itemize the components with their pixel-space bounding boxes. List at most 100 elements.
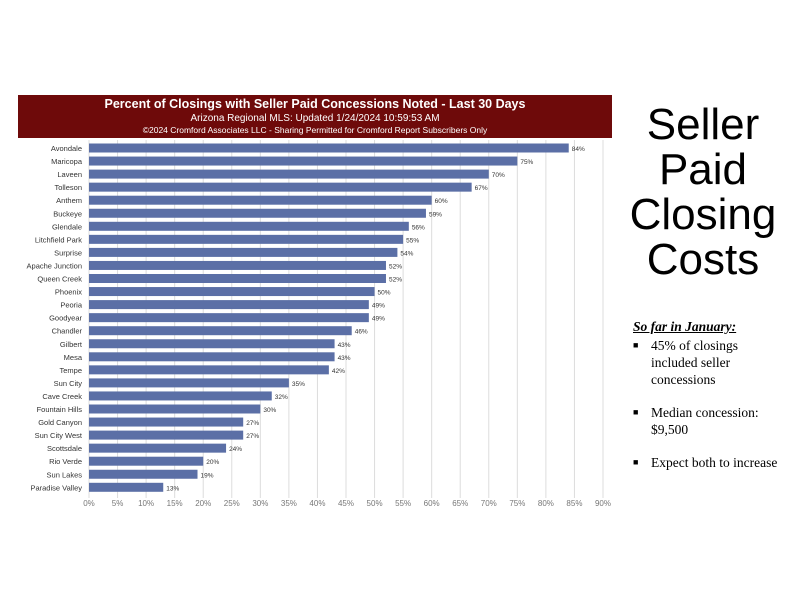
note-text: 45% of closings included seller concessi… bbox=[651, 338, 738, 387]
bar bbox=[89, 469, 198, 479]
category-label: Litchfield Park bbox=[35, 235, 82, 244]
value-label: 52% bbox=[389, 263, 402, 270]
category-label: Anthem bbox=[56, 196, 82, 205]
x-tick-label: 5% bbox=[112, 499, 124, 508]
value-label: 49% bbox=[372, 303, 385, 310]
square-bullet-icon: ■ bbox=[633, 457, 639, 467]
x-tick-label: 75% bbox=[509, 499, 525, 508]
value-label: 49% bbox=[372, 316, 385, 323]
value-label: 19% bbox=[201, 472, 214, 479]
value-label: 75% bbox=[520, 159, 533, 166]
bar bbox=[89, 365, 329, 375]
value-label: 84% bbox=[572, 146, 585, 153]
bar bbox=[89, 208, 426, 218]
category-label: Mesa bbox=[64, 353, 83, 362]
value-label: 56% bbox=[412, 224, 425, 231]
category-label: Tempe bbox=[59, 366, 82, 375]
bar bbox=[89, 378, 289, 388]
category-label: Avondale bbox=[51, 144, 82, 153]
value-label: 27% bbox=[246, 420, 259, 427]
bar bbox=[89, 456, 204, 466]
note-text: Median concession: $9,500 bbox=[651, 405, 759, 437]
value-label: 59% bbox=[429, 211, 442, 218]
category-label: Glendale bbox=[52, 222, 82, 231]
bar bbox=[89, 274, 386, 283]
bar bbox=[89, 247, 398, 257]
value-label: 32% bbox=[275, 394, 288, 401]
bar bbox=[89, 287, 375, 297]
x-tick-label: 55% bbox=[395, 499, 411, 508]
value-label: 30% bbox=[263, 407, 276, 414]
x-tick-label: 80% bbox=[538, 499, 554, 508]
value-label: 20% bbox=[206, 459, 219, 466]
x-tick-label: 10% bbox=[138, 499, 154, 508]
category-label: Sun City West bbox=[35, 431, 83, 440]
chart-credit: ©2024 Cromford Associates LLC - Sharing … bbox=[142, 125, 488, 135]
bar bbox=[89, 404, 261, 414]
square-bullet-icon: ■ bbox=[633, 407, 639, 417]
x-tick-label: 90% bbox=[595, 499, 611, 508]
category-label: Laveen bbox=[57, 170, 82, 179]
category-label: Surprise bbox=[54, 248, 82, 257]
slide-heading: Seller Paid Closing Costs bbox=[618, 102, 788, 282]
x-tick-label: 85% bbox=[566, 499, 582, 508]
value-label: 67% bbox=[475, 185, 488, 192]
value-label: 54% bbox=[400, 250, 413, 257]
category-label: Gilbert bbox=[60, 340, 83, 349]
heading-line: Paid bbox=[658, 145, 748, 194]
category-label: Tolleson bbox=[54, 183, 82, 192]
square-bullet-icon: ■ bbox=[633, 340, 639, 350]
x-tick-label: 35% bbox=[281, 499, 297, 508]
bar bbox=[89, 339, 335, 349]
value-label: 60% bbox=[435, 198, 448, 205]
side-notes: So far in January: ■ 45% of closings inc… bbox=[633, 318, 783, 487]
category-label: Cave Creek bbox=[42, 392, 82, 401]
value-label: 43% bbox=[338, 355, 351, 362]
bar bbox=[89, 482, 164, 492]
chart-title: Percent of Closings with Seller Paid Con… bbox=[104, 97, 526, 111]
category-label: Phoenix bbox=[55, 288, 82, 297]
bar bbox=[89, 430, 244, 440]
bar bbox=[89, 300, 369, 310]
value-label: 13% bbox=[166, 485, 179, 492]
value-label: 55% bbox=[406, 237, 419, 244]
bar bbox=[89, 313, 369, 323]
category-label: Buckeye bbox=[53, 209, 82, 218]
category-label: Chandler bbox=[52, 327, 83, 336]
heading-line: Costs bbox=[646, 235, 760, 284]
category-label: Gold Canyon bbox=[38, 418, 82, 427]
x-tick-label: 0% bbox=[83, 499, 95, 508]
chart-header: Percent of Closings with Seller Paid Con… bbox=[18, 95, 612, 138]
x-tick-label: 45% bbox=[338, 499, 354, 508]
bar bbox=[89, 169, 489, 179]
category-label: Apache Junction bbox=[27, 261, 82, 270]
category-label: Scottsdale bbox=[47, 444, 82, 453]
bar bbox=[89, 391, 272, 401]
x-tick-label: 20% bbox=[195, 499, 211, 508]
bar bbox=[89, 221, 409, 231]
note-item: ■ 45% of closings included seller conces… bbox=[633, 337, 783, 388]
value-label: 27% bbox=[246, 433, 259, 440]
bar-chart: 0% 5% 10% 15% 20% 25% 30% 35% 40% 45% 50% 55% 60% 65%… bbox=[27, 140, 611, 508]
category-label: Sun City bbox=[54, 379, 83, 388]
value-label: 42% bbox=[332, 368, 345, 375]
x-tick-label: 60% bbox=[424, 499, 440, 508]
category-label: Fountain Hills bbox=[37, 405, 83, 414]
x-tick-label: 25% bbox=[224, 499, 240, 508]
bar bbox=[89, 156, 518, 166]
chart-subtitle: Arizona Regional MLS: Updated 1/24/2024 … bbox=[190, 113, 440, 124]
heading-line: Closing bbox=[629, 190, 777, 239]
bar bbox=[89, 417, 244, 427]
bar bbox=[89, 326, 352, 336]
category-label: Sun Lakes bbox=[47, 470, 83, 479]
category-label: Peoria bbox=[60, 301, 83, 310]
value-label: 46% bbox=[355, 329, 368, 336]
value-label: 24% bbox=[229, 446, 242, 453]
bar bbox=[89, 443, 227, 453]
notes-heading: So far in January: bbox=[633, 319, 737, 334]
bar bbox=[89, 352, 335, 362]
x-tick-label: 40% bbox=[309, 499, 325, 508]
note-item: ■ Expect both to increase bbox=[633, 454, 783, 471]
category-label: Goodyear bbox=[49, 314, 82, 323]
x-tick-label: 30% bbox=[252, 499, 268, 508]
